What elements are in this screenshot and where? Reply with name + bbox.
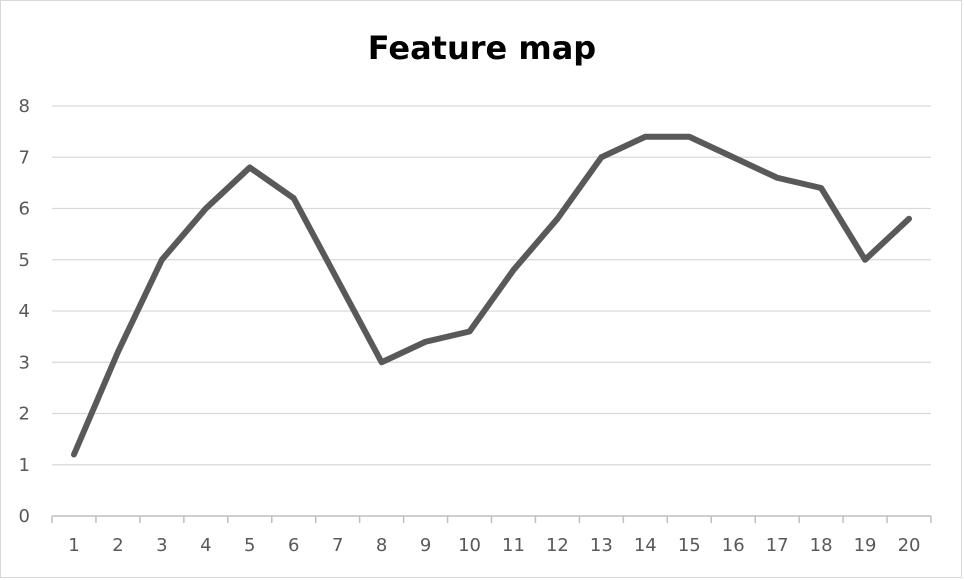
x-tick-label: 2 <box>112 535 123 556</box>
x-tick-label: 11 <box>502 535 525 556</box>
x-tick-label: 9 <box>420 535 431 556</box>
x-tick-label: 16 <box>722 535 745 556</box>
chart-title: Feature map <box>367 29 597 67</box>
x-tick-label: 20 <box>898 535 921 556</box>
x-tick-label: 1 <box>68 535 79 556</box>
x-tick-label: 15 <box>678 535 701 556</box>
y-tick-label: 7 <box>19 147 30 168</box>
x-tick-label: 4 <box>200 535 211 556</box>
x-tick-label: 5 <box>244 535 255 556</box>
y-tick-label: 2 <box>19 404 30 425</box>
x-tick-label: 7 <box>332 535 343 556</box>
series-layer <box>70 133 913 458</box>
x-tick-label: 19 <box>854 535 877 556</box>
series-line <box>70 133 913 458</box>
x-tick-label: 3 <box>156 535 167 556</box>
x-tick-label: 18 <box>810 535 833 556</box>
y-tick-label: 8 <box>19 96 30 117</box>
y-tick-label: 0 <box>19 506 30 527</box>
x-tick-label: 13 <box>590 535 613 556</box>
y-tick-label: 3 <box>19 352 30 373</box>
x-axis <box>51 515 932 523</box>
y-tick-label: 1 <box>19 455 30 476</box>
y-tick-labels: 0 1 2 3 4 5 6 7 8 <box>19 96 30 527</box>
x-tick-label: 17 <box>766 535 789 556</box>
x-tick-label: 6 <box>288 535 299 556</box>
x-tick-label: 12 <box>546 535 569 556</box>
x-tick-label: 14 <box>634 535 657 556</box>
x-tick-labels: 1 2 3 4 5 6 7 8 9 10 11 12 13 14 15 16 17 18 19 20 <box>68 535 920 556</box>
x-tick-label: 8 <box>376 535 387 556</box>
y-tick-label: 4 <box>19 301 30 322</box>
y-tick-label: 6 <box>19 199 30 220</box>
gridlines <box>52 105 931 466</box>
x-tick-label: 10 <box>458 535 481 556</box>
y-tick-label: 5 <box>19 250 30 271</box>
